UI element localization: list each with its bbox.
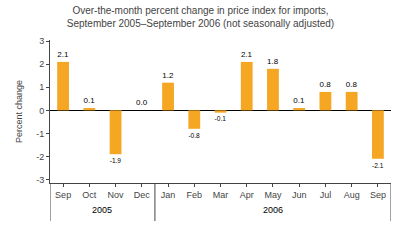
- svg-text:2.1: 2.1: [241, 50, 253, 59]
- svg-text:Oct: Oct: [82, 190, 97, 200]
- svg-text:Over-the-month percent change: Over-the-month percent change in price i…: [67, 5, 334, 29]
- svg-text:0.8: 0.8: [346, 80, 358, 89]
- svg-text:-3: -3: [36, 175, 44, 185]
- svg-text:-0.8: -0.8: [188, 132, 200, 139]
- svg-text:0.1: 0.1: [293, 96, 305, 105]
- svg-text:1.2: 1.2: [162, 71, 174, 80]
- svg-text:2006: 2006: [263, 205, 283, 215]
- svg-text:-1.9: -1.9: [110, 157, 122, 164]
- svg-text:May: May: [264, 190, 282, 200]
- svg-text:0.0: 0.0: [136, 98, 148, 107]
- svg-text:1.8: 1.8: [267, 57, 279, 66]
- svg-text:Apr: Apr: [240, 190, 254, 200]
- svg-text:Jul: Jul: [320, 190, 332, 200]
- svg-text:Mar: Mar: [213, 190, 229, 200]
- svg-text:-2: -2: [36, 152, 44, 162]
- svg-text:1: 1: [39, 82, 44, 92]
- svg-text:0: 0: [39, 106, 44, 116]
- svg-text:Jan: Jan: [161, 190, 176, 200]
- svg-text:Sep: Sep: [370, 190, 386, 200]
- svg-text:Feb: Feb: [187, 190, 203, 200]
- svg-text:2: 2: [39, 59, 44, 69]
- svg-text:-1: -1: [36, 129, 44, 139]
- svg-text:Aug: Aug: [344, 190, 360, 200]
- svg-text:2005: 2005: [92, 205, 112, 215]
- svg-text:Sep: Sep: [55, 190, 71, 200]
- svg-text:Nov: Nov: [108, 190, 125, 200]
- svg-text:Dec: Dec: [134, 190, 151, 200]
- svg-text:0.1: 0.1: [84, 96, 96, 105]
- svg-text:0.8: 0.8: [320, 80, 332, 89]
- svg-text:-0.1: -0.1: [215, 115, 227, 122]
- svg-text:-2.1: -2.1: [372, 162, 384, 169]
- svg-text:Jun: Jun: [292, 190, 307, 200]
- svg-text:2.1: 2.1: [57, 50, 69, 59]
- svg-text:3: 3: [39, 36, 44, 46]
- svg-text:Percent change: Percent change: [14, 80, 24, 143]
